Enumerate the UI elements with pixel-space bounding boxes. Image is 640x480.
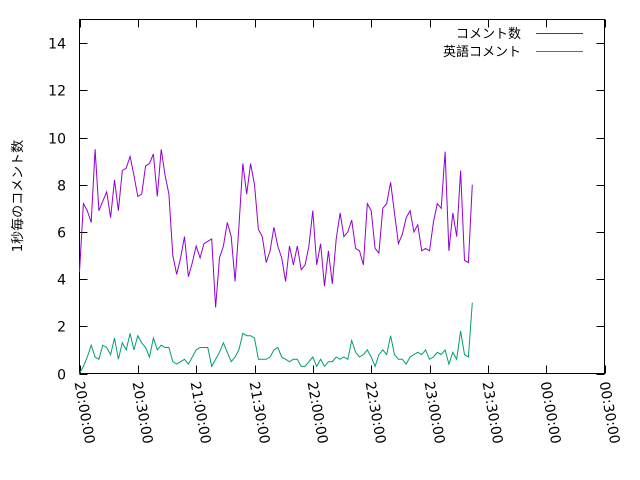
x-tick-label: 21:30:00 bbox=[246, 380, 273, 445]
y-tick-label: 10 bbox=[48, 132, 66, 148]
y-tick-label: 2 bbox=[57, 320, 66, 336]
y-tick-labels: 0 2 4 6 8 10 12 14 bbox=[48, 37, 66, 384]
series-line-comments bbox=[79, 149, 473, 308]
x-tick-label: 20:00:00 bbox=[71, 380, 98, 445]
y-tick-label: 12 bbox=[48, 84, 66, 100]
series-layer bbox=[79, 149, 473, 374]
y-tick-label: 8 bbox=[57, 179, 66, 195]
x-tick-label: 23:30:00 bbox=[479, 380, 506, 445]
y-tick-label: 4 bbox=[57, 273, 66, 289]
y-tick-label: 14 bbox=[48, 37, 66, 53]
x-tick-label: 22:30:00 bbox=[362, 380, 389, 445]
legend: コメント数 英語コメント bbox=[443, 27, 583, 60]
plot-frame bbox=[79, 19, 605, 374]
y-tick-label: 0 bbox=[57, 368, 66, 384]
y-axis-title: 1秒毎のコメント数 bbox=[10, 140, 26, 252]
legend-label-english-comments: 英語コメント bbox=[443, 44, 521, 60]
x-tick-label: 20:30:00 bbox=[129, 380, 156, 445]
x-tick-labels: 20:00:00 20:30:00 21:00:00 21:30:00 22:00:00… bbox=[71, 380, 623, 445]
legend-label-comments: コメント数 bbox=[456, 27, 521, 42]
x-tick-label: 23:00:00 bbox=[421, 380, 448, 445]
series-line-english-comments bbox=[79, 302, 473, 374]
axis-ticks bbox=[79, 19, 606, 375]
x-tick-label: 21:00:00 bbox=[187, 380, 214, 445]
y-tick-label: 6 bbox=[57, 226, 66, 242]
x-tick-label: 22:00:00 bbox=[304, 380, 331, 445]
x-tick-label: 00:30:00 bbox=[596, 380, 623, 445]
x-tick-label: 00:00:00 bbox=[537, 380, 564, 445]
